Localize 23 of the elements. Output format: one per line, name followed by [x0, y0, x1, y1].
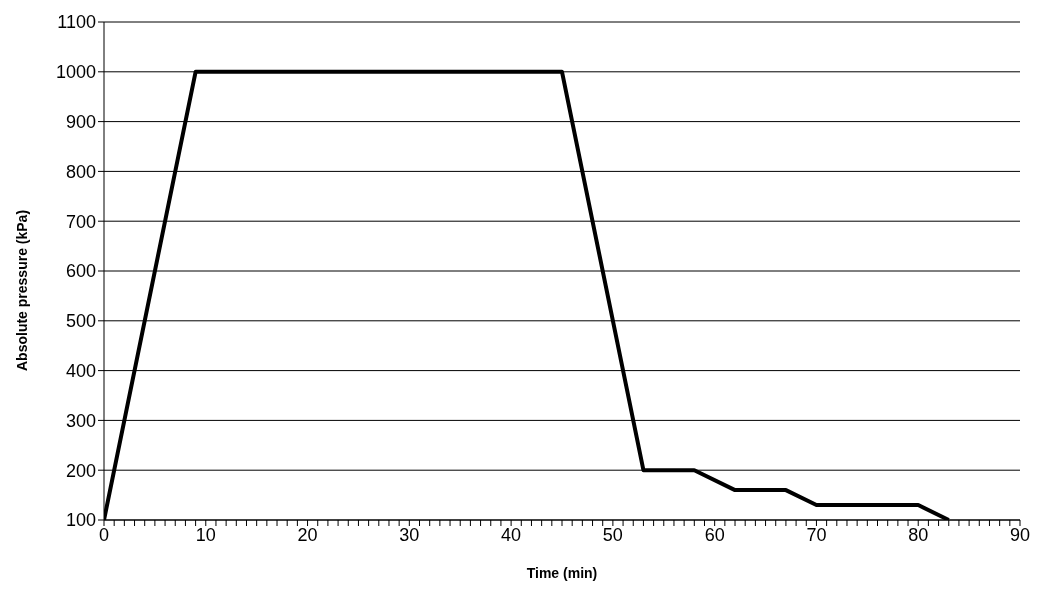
x-tick-label: 60	[704, 524, 725, 545]
x-tick-label: 30	[399, 524, 420, 545]
y-axis-title: Absolute pressure (kPa)	[13, 209, 30, 371]
y-tick-label: 500	[65, 311, 96, 332]
y-tick-label: 900	[65, 111, 96, 132]
x-tick-label: 90	[1009, 524, 1031, 545]
y-tick-label: 1000	[55, 62, 96, 83]
x-tick-label: 50	[602, 524, 623, 545]
x-tick-label: 80	[908, 524, 929, 545]
y-tick-label: 700	[65, 211, 96, 232]
y-tick-label: 1100	[57, 12, 96, 33]
x-tick-label: 10	[195, 524, 216, 545]
y-tick-label: 400	[65, 360, 96, 381]
y-tick-label: 800	[65, 161, 96, 182]
x-tick-label: 40	[501, 524, 522, 545]
x-tick-label: 20	[297, 524, 318, 545]
y-tick-label: 600	[65, 261, 96, 282]
x-axis-title: Time (min)	[526, 565, 598, 581]
y-tick-label: 300	[65, 410, 96, 431]
x-tick-label: 0	[98, 524, 110, 545]
y-tick-label: 200	[65, 460, 96, 481]
x-tick-label: 70	[806, 524, 827, 545]
y-tick-label: 100	[65, 510, 96, 531]
